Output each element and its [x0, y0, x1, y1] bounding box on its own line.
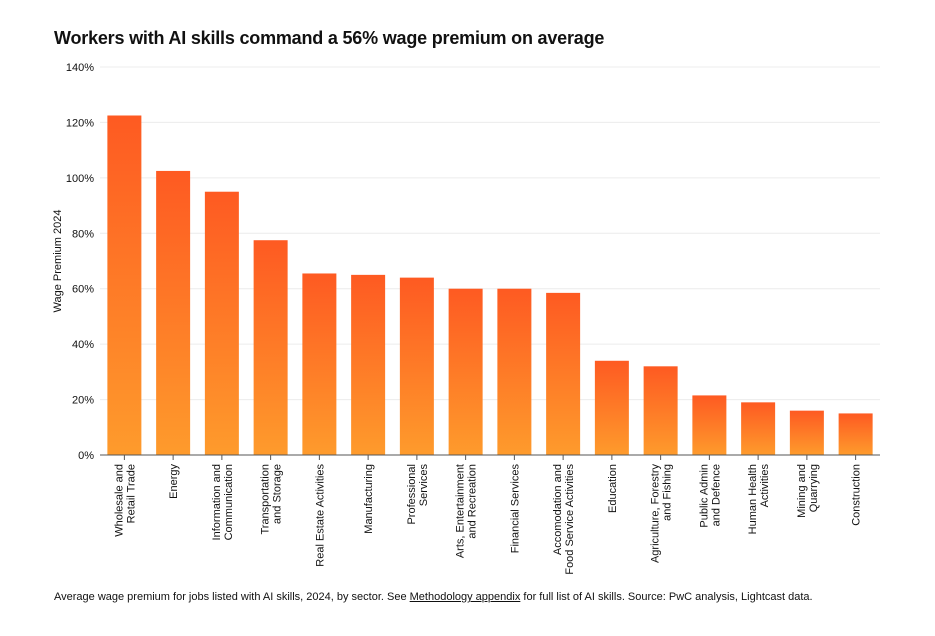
footnote-text-start: Average wage premium for jobs listed wit…: [54, 591, 410, 603]
x-tick-label-line: Retail Trade: [125, 464, 137, 523]
x-tick-label-line: Agriculture, Forestry: [650, 464, 662, 564]
methodology-appendix-link[interactable]: Methodology appendix: [409, 591, 521, 603]
x-tick-label: Manufacturing: [363, 464, 375, 534]
bar: [156, 170, 191, 455]
x-tick-label-line: Services: [418, 464, 430, 507]
x-tick-label-line: Information and: [211, 464, 223, 540]
bar: [789, 410, 824, 455]
bar: [838, 413, 873, 455]
y-tick-label: 100%: [66, 173, 94, 185]
x-tick-label-line: Activities: [759, 464, 771, 508]
x-tick-label: Accomodation and Food Service Activities: [552, 464, 576, 575]
x-tick-label-line: Mining and: [796, 464, 808, 518]
x-tick-label: Financial Services: [509, 464, 521, 554]
x-tick-label: Transportation and Storage: [260, 464, 284, 535]
bar: [741, 402, 776, 455]
x-tick-label-line: Communication: [223, 464, 235, 540]
bar: [399, 277, 434, 455]
x-tick-label-line: Food Service Activities: [564, 464, 576, 575]
x-tick-label-line: Human Health: [747, 464, 759, 534]
footnote-text-end: for full list of AI skills. Source: PwC …: [520, 591, 813, 603]
x-tick-label: Wholesale and Retail Trade: [113, 464, 137, 537]
x-tick-label-line: Wholesale and: [113, 464, 125, 537]
x-tick-label-line: Accomodation and: [552, 464, 564, 555]
y-tick-label: 0%: [78, 450, 94, 462]
x-tick-label-line: Real Estate Activities: [314, 464, 326, 567]
x-tick-label-line: Construction: [851, 464, 863, 526]
x-tick-label: Energy: [168, 464, 180, 499]
y-tick-label: 80%: [72, 228, 94, 240]
x-tick-label-line: Quarrying: [808, 464, 820, 512]
x-tick-label: Education: [607, 464, 619, 513]
x-tick-label-line: and Recreation: [467, 464, 479, 539]
x-tick-label: Information and Communication: [211, 464, 235, 540]
x-tick-label-line: Arts, Entertainment: [455, 464, 467, 558]
bar: [204, 191, 239, 455]
x-tick-label-line: Transportation: [260, 464, 272, 535]
x-axis-ticks: Wholesale and Retail Trade Energy Informati…: [113, 455, 863, 575]
x-tick-label-line: and Fishing: [662, 464, 674, 521]
bar: [351, 274, 386, 455]
x-tick-label-line: Energy: [168, 464, 180, 499]
x-tick-label-line: and Storage: [272, 464, 284, 524]
y-tick-label: 120%: [66, 117, 94, 129]
gridlines: [100, 66, 880, 401]
y-tick-label: 20%: [72, 395, 94, 407]
chart-title: Workers with AI skills command a 56% wag…: [54, 28, 605, 48]
y-tick-label: 60%: [72, 284, 94, 296]
bar: [643, 366, 678, 455]
x-tick-label: Arts, Entertainment and Recreation: [455, 464, 479, 558]
x-tick-label-line: Manufacturing: [363, 464, 375, 534]
x-tick-label: Professional Services: [406, 464, 430, 525]
x-tick-label-line: and Defence: [710, 464, 722, 526]
y-axis-ticks: 0% 20% 40% 60% 80% 100% 120% 140%: [66, 62, 94, 462]
x-tick-label: Public Admin and Defence: [698, 464, 722, 528]
x-tick-label-line: Financial Services: [509, 464, 521, 554]
x-tick-label: Human Health Activities: [747, 464, 771, 535]
bar: [302, 273, 337, 455]
x-tick-label: Construction: [851, 464, 863, 526]
y-axis-label: Wage Premium 2024: [52, 210, 64, 313]
x-tick-label: Real Estate Activities: [314, 464, 326, 567]
bar: [692, 395, 727, 455]
y-tick-label: 40%: [72, 339, 94, 351]
bar: [497, 288, 532, 455]
bar: [546, 292, 581, 455]
footnote: Average wage premium for jobs listed wit…: [54, 591, 813, 603]
bars: [107, 115, 873, 455]
x-tick-label-line: Public Admin: [698, 464, 710, 528]
x-tick-label-line: Professional: [406, 464, 418, 525]
bar: [448, 288, 483, 455]
y-tick-label: 140%: [66, 62, 94, 74]
x-tick-label: Agriculture, Forestry and Fishing: [650, 464, 674, 564]
bar: [253, 240, 288, 455]
bar: [107, 115, 142, 455]
x-tick-label-line: Education: [607, 464, 619, 513]
bar: [594, 360, 629, 455]
x-tick-label: Mining and Quarrying: [796, 464, 820, 518]
